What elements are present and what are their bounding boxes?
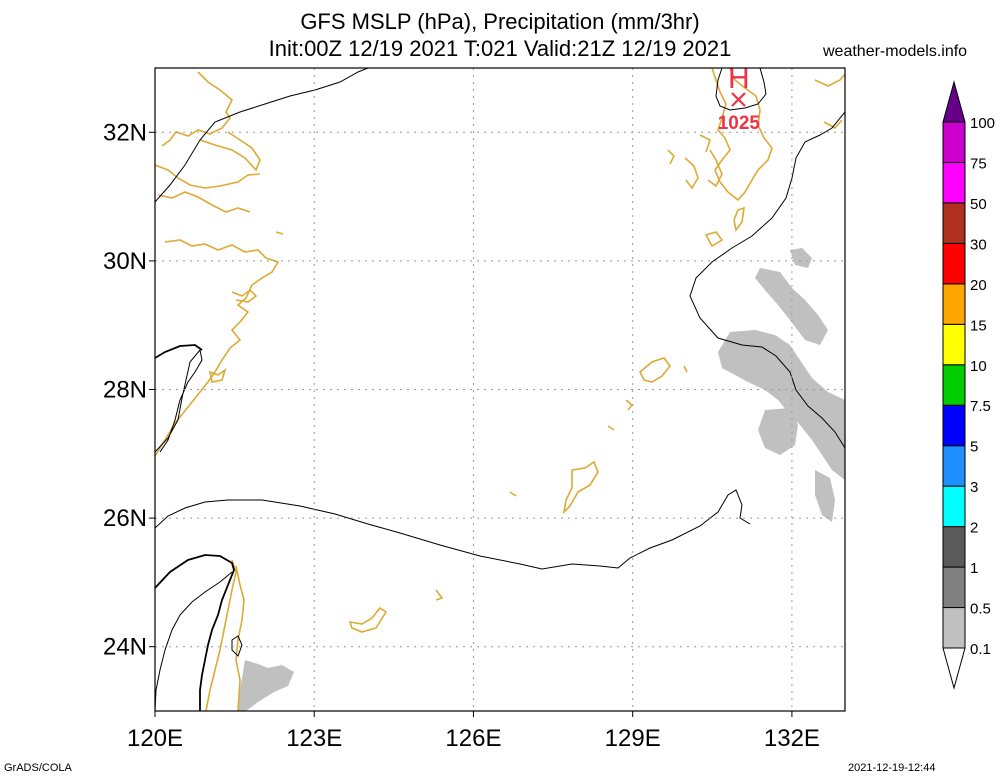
lon-tick-label: 132E: [764, 725, 820, 752]
coastline: [161, 71, 233, 147]
legend-level-label: 10: [970, 358, 987, 375]
isobar: [155, 348, 203, 453]
isobar: [155, 489, 751, 570]
coastline: [707, 149, 723, 188]
precip-area: [238, 660, 294, 711]
lon-tick-label: 126E: [445, 725, 501, 752]
legend-level-label: 0.5: [970, 601, 991, 618]
coastline: [823, 119, 843, 130]
coastline: [205, 559, 237, 711]
coastline: [699, 134, 711, 153]
legend-swatch: [942, 242, 966, 285]
isobar: [689, 111, 845, 449]
coastline: [155, 164, 261, 189]
coastline: [814, 73, 845, 87]
legend-level-label: 0.1: [970, 641, 991, 658]
coastline: [199, 131, 261, 172]
graticule: [155, 68, 845, 711]
legend-swatch: [942, 161, 966, 204]
lat-tick-label: 32N: [103, 119, 147, 146]
coastline: [157, 191, 251, 213]
latitude-axis: 24N 26N 28N 30N 32N: [103, 119, 155, 661]
precip-area: [718, 330, 845, 480]
legend-level-label: 30: [970, 236, 987, 253]
isobar: [155, 554, 235, 711]
legend-swatch: [942, 607, 966, 649]
coastline: [562, 460, 599, 515]
lat-tick-label: 28N: [103, 377, 147, 404]
coastline: [683, 365, 688, 373]
coastline: [275, 231, 284, 235]
coastline: [509, 491, 517, 497]
legend-swatch: [942, 364, 966, 406]
coastline: [231, 288, 258, 303]
coastline: [639, 357, 672, 383]
precip-areas: [238, 248, 845, 711]
coastline: [348, 606, 388, 633]
legend-level-label: 5: [970, 439, 978, 456]
legend-swatch: [942, 566, 966, 609]
legend-swatch: [942, 323, 966, 366]
coastline: [235, 565, 245, 711]
coastline: [684, 157, 699, 190]
coastline: [625, 399, 634, 411]
coastline: [607, 425, 615, 431]
precip-area: [815, 470, 835, 522]
legend-swatch: [942, 526, 966, 568]
coastline: [704, 231, 724, 248]
longitude-axis: 120E 123E 126E 129E 132E: [127, 711, 820, 752]
legend-swatch: [942, 404, 966, 447]
high-pressure-symbol: H: [728, 62, 750, 95]
legend-above-arrow: [942, 80, 966, 123]
isobars: [155, 68, 845, 711]
pressure-center-marker-icon: [731, 92, 746, 107]
coastline: [711, 68, 773, 202]
legend-level-label: 20: [970, 277, 987, 294]
precipitation-legend: 0.1 0.5 1 2 3 5 7.5 10 15 20 30 50 75 100: [942, 80, 995, 690]
legend-swatch: [942, 202, 966, 244]
lon-tick-label: 123E: [286, 725, 342, 752]
precip-area: [790, 248, 812, 268]
high-pressure-center: H 1025: [718, 62, 761, 134]
lat-tick-label: 30N: [103, 248, 147, 275]
high-pressure-value: 1025: [718, 113, 761, 134]
coastline: [667, 149, 675, 165]
lon-tick-label: 129E: [605, 725, 661, 752]
lat-tick-label: 24N: [103, 634, 147, 661]
isobar: [155, 571, 233, 711]
isobar: [155, 68, 369, 203]
legend-level-label: 15: [970, 317, 987, 334]
coastline: [155, 239, 280, 457]
legend-below-arrow: [942, 647, 966, 690]
legend-level-label: 1: [970, 560, 978, 577]
isobar: [231, 635, 243, 657]
legend-level-label: 100: [970, 115, 995, 132]
legend-level-label: 2: [970, 520, 978, 537]
lon-tick-label: 120E: [127, 725, 183, 752]
precip-area: [758, 408, 798, 455]
coastline: [733, 206, 745, 232]
lat-tick-label: 26N: [103, 505, 147, 532]
legend-level-label: 50: [970, 196, 987, 213]
legend-swatch: [942, 485, 966, 528]
isobar: [155, 344, 203, 359]
chart-subtitle: Init:00Z 12/19 2021 T:021 Valid:21Z 12/1…: [268, 36, 732, 61]
brand-label: weather-models.info: [823, 43, 968, 60]
legend-swatch: [942, 283, 966, 325]
legend-level-label: 75: [970, 155, 987, 172]
legend-level-label: 7.5: [970, 398, 991, 415]
legend-swatch: [942, 445, 966, 487]
legend-level-label: 3: [970, 479, 978, 496]
footer-timestamp: 2021-12-19-12:44: [848, 762, 936, 774]
coastline: [435, 589, 444, 601]
coastline: [208, 367, 227, 383]
isobar: [715, 68, 767, 111]
footer-credit: GrADS/COLA: [4, 762, 72, 774]
chart-title: GFS MSLP (hPa), Precipitation (mm/3hr): [300, 9, 700, 34]
legend-swatch: [942, 121, 966, 163]
